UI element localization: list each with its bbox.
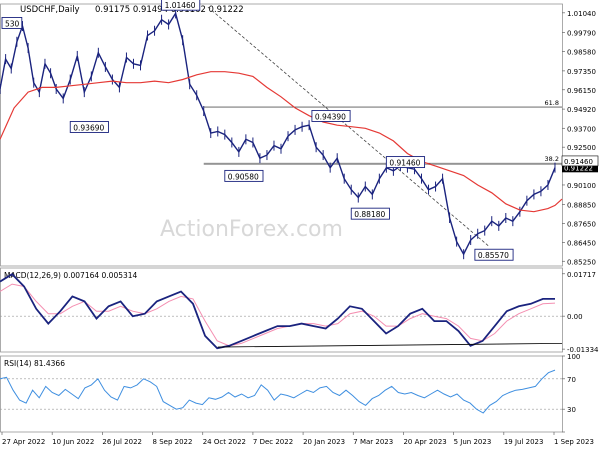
x-tick-label: 20 Jan 2023 bbox=[303, 438, 345, 446]
annotation-box bbox=[311, 110, 351, 122]
price-tick-label: 0.92500 bbox=[567, 144, 596, 152]
annotation-label: 1.01460 bbox=[165, 1, 196, 10]
x-tick-label: 7 Dec 2022 bbox=[253, 438, 293, 446]
current-price-box bbox=[562, 161, 598, 173]
rsi-title: RSI(14) 81.4366 bbox=[4, 359, 65, 368]
price-tick-label: 0.96150 bbox=[567, 87, 596, 95]
annotation-box bbox=[69, 121, 109, 133]
macd-tick-label: 0.00 bbox=[567, 313, 583, 321]
price-tick-label: 0.97350 bbox=[567, 68, 596, 76]
annotation-label: 0.91460 bbox=[389, 159, 420, 168]
annotation-label: 0.90580 bbox=[228, 172, 259, 181]
price-tick-label: 0.94920 bbox=[567, 106, 596, 114]
price-tick-label: 0.87650 bbox=[567, 221, 596, 229]
price-panel-frame bbox=[0, 3, 563, 267]
macd-line bbox=[0, 273, 555, 350]
price-tick-label: 0.99790 bbox=[567, 29, 596, 37]
x-tick-label: 24 Oct 2022 bbox=[203, 438, 246, 446]
fib-level-label: 38.2 bbox=[545, 155, 559, 163]
annotation-box bbox=[474, 248, 514, 261]
x-tick-label: 7 Mar 2023 bbox=[353, 438, 393, 446]
watermark-logo: ActionForex.com bbox=[160, 217, 343, 242]
x-tick-label: 20 Apr 2023 bbox=[403, 438, 446, 446]
price-tick-label: 0.86450 bbox=[567, 239, 596, 247]
annotation-box bbox=[1, 17, 23, 29]
price-tick-label: 0.90100 bbox=[567, 182, 596, 190]
macd-trend-line bbox=[217, 342, 563, 348]
trend-line bbox=[207, 6, 490, 247]
macd-title: MACD(12,26,9) 0.007164 0.005314 bbox=[4, 271, 138, 280]
x-tick-label: 10 Jun 2022 bbox=[52, 438, 94, 446]
upper-price-label: 0.91460 bbox=[564, 158, 593, 166]
fib-level-label: 61.8 bbox=[545, 99, 559, 107]
macd-tick-label: 0.01717 bbox=[567, 271, 596, 279]
annotation-label: 0.93690 bbox=[73, 123, 104, 132]
price-tick-label: 0.93700 bbox=[567, 125, 596, 133]
current-price-label: 0.91222 bbox=[564, 164, 593, 172]
x-tick-label: 19 Jul 2023 bbox=[504, 438, 544, 446]
annotation-label: 0.94390 bbox=[315, 112, 346, 121]
x-tick-label: 26 Jul 2022 bbox=[102, 438, 142, 446]
price-tick-label: 1.01040 bbox=[567, 10, 596, 18]
upper-price-box bbox=[561, 155, 599, 167]
annotation-label: 0.88180 bbox=[354, 210, 385, 219]
symbol-label: USDCHF,Daily bbox=[20, 5, 80, 15]
annotation-label: 0.85570 bbox=[478, 251, 509, 260]
price-tick-label: 0.85250 bbox=[567, 258, 596, 266]
x-tick-label: 1 Sep 2023 bbox=[554, 438, 594, 446]
rsi-panel-frame bbox=[0, 355, 563, 433]
price-series-line bbox=[0, 11, 556, 256]
annotation-box bbox=[224, 169, 264, 182]
price-tick-label: 0.98580 bbox=[567, 49, 596, 57]
rsi-line bbox=[0, 369, 556, 414]
rsi-tick-label: 100 bbox=[567, 353, 580, 361]
annotation-box bbox=[350, 207, 390, 220]
annotation-box bbox=[161, 0, 201, 11]
price-tick-label: 0.88850 bbox=[567, 202, 596, 210]
macd-tick-label: -0.01334 bbox=[567, 346, 599, 354]
annotation-box bbox=[385, 156, 426, 169]
x-tick-label: 5 Jun 2023 bbox=[454, 438, 492, 446]
macd-signal-line bbox=[0, 283, 556, 347]
annotation-label: 530 bbox=[5, 19, 20, 28]
rsi-tick-label: 70 bbox=[567, 376, 576, 384]
x-tick-label: 27 Apr 2022 bbox=[2, 438, 45, 446]
macd-panel-frame bbox=[0, 267, 563, 353]
rsi-tick-label: 30 bbox=[567, 406, 576, 414]
x-tick-label: 8 Sep 2022 bbox=[153, 438, 193, 446]
ema-line bbox=[0, 71, 563, 213]
